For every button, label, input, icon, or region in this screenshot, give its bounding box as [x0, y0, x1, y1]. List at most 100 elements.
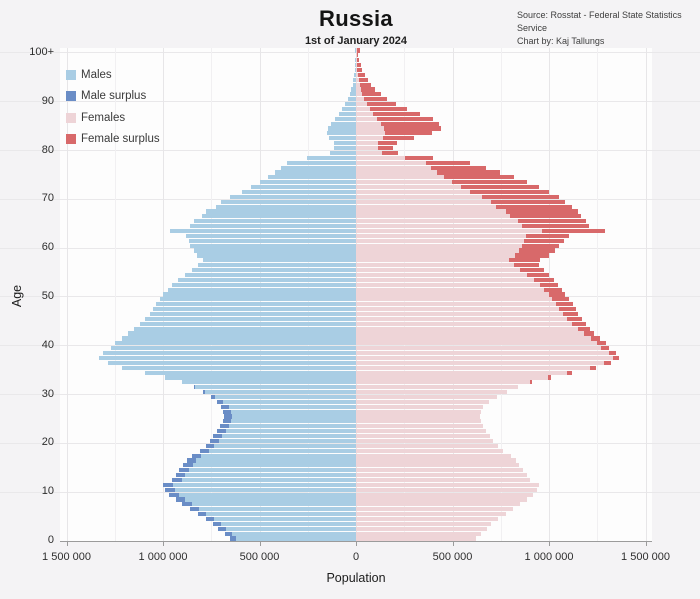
x-tick: [549, 542, 550, 546]
male-bar: [193, 219, 356, 224]
male-bar: [205, 443, 356, 448]
male-bar: [181, 380, 356, 385]
male-bar: [286, 160, 356, 165]
male-bar: [193, 385, 356, 390]
hgrid-line: [0, 150, 700, 151]
male-bar: [251, 185, 356, 190]
male-bar: [144, 316, 356, 321]
female-surplus-segment: [533, 277, 555, 282]
female-surplus-segment: [509, 258, 541, 263]
female-bar: [356, 453, 512, 458]
female-bar: [356, 404, 484, 409]
female-surplus-segment: [522, 224, 589, 229]
x-tick-label: 500 000: [239, 551, 280, 563]
source-attribution: Source: Rosstat - Federal State Statisti…: [517, 9, 697, 48]
y-tick-label: 40: [41, 338, 54, 351]
legend-item-male-surplus: Male surplus: [66, 86, 160, 108]
male-bar: [203, 390, 356, 395]
female-surplus-segment: [358, 77, 368, 82]
hgrid-line: [0, 296, 700, 298]
male-bar: [355, 58, 356, 63]
female-surplus-segment: [542, 228, 606, 234]
female-surplus-segment: [369, 106, 407, 112]
x-tick: [356, 542, 357, 546]
male-bar: [354, 67, 356, 73]
female-bar: [356, 336, 600, 341]
male-bar: [199, 448, 356, 453]
male-bar: [229, 194, 356, 199]
female-surplus-segment: [460, 185, 540, 190]
male-bar: [167, 287, 356, 292]
vgrid-line: [114, 48, 116, 541]
female-bar: [356, 365, 596, 370]
female-bar: [356, 170, 500, 175]
male-bar: [327, 126, 356, 131]
female-surplus-segment: [383, 136, 415, 141]
male-bar: [175, 473, 356, 478]
female-bar: [356, 341, 606, 346]
male-surplus-segment: [199, 448, 209, 453]
female-bar: [356, 429, 486, 434]
female-bar: [356, 399, 490, 404]
male-bar: [353, 77, 356, 82]
female-surplus-segment: [360, 87, 376, 92]
female-bar: [356, 277, 555, 282]
male-bar: [202, 258, 356, 263]
male-bar: [196, 253, 356, 258]
male-bar: [220, 404, 356, 409]
female-bar: [356, 155, 434, 160]
male-bar: [186, 233, 356, 238]
source-line: Source: Rosstat - Federal State Statisti…: [517, 10, 682, 33]
female-surplus-segment: [612, 355, 619, 361]
chart-by-line: Chart by: Kaj Tallungs: [517, 36, 605, 46]
female-surplus-segment: [378, 141, 397, 146]
male-surplus-segment: [183, 463, 193, 468]
male-bar: [215, 204, 356, 209]
y-tick-label: 100+: [29, 45, 54, 58]
female-bar: [356, 512, 506, 517]
male-surplus-segment: [171, 477, 182, 483]
male-bar: [202, 214, 356, 219]
female-bar: [356, 350, 617, 356]
female-bar: [356, 185, 540, 190]
y-tick-label: 0: [47, 534, 54, 546]
female-bar: [356, 331, 595, 336]
male-bar: [219, 424, 356, 429]
female-surplus-segment: [373, 111, 420, 116]
hgrid-line: [0, 198, 700, 200]
male-bar: [163, 292, 356, 297]
male-bar: [330, 121, 356, 126]
female-bar: [356, 224, 589, 229]
female-bar: [356, 443, 498, 448]
x-axis-line: [60, 541, 652, 542]
male-surplus-segment: [229, 536, 237, 541]
x-tick-label: 500 000: [432, 551, 473, 563]
male-bar: [153, 307, 356, 312]
male-surplus-segment: [203, 390, 206, 395]
male-surplus-segment: [213, 521, 221, 526]
vgrid-line: [645, 48, 647, 541]
female-bar: [356, 243, 559, 248]
male-surplus-segment: [216, 399, 223, 404]
female-bar: [356, 531, 481, 536]
male-bar: [107, 360, 356, 365]
male-bar: [306, 155, 356, 160]
female-surplus-segment: [364, 97, 388, 102]
female-surplus-segment: [356, 53, 359, 58]
y-axis-title: Age: [10, 284, 24, 308]
male-bar: [267, 175, 356, 180]
female-surplus-segment: [590, 336, 600, 341]
male-bar: [122, 365, 356, 370]
female-surplus-segment: [539, 282, 559, 287]
female-bar: [356, 253, 549, 258]
female-bar: [356, 477, 531, 483]
female-surplus-segment: [596, 341, 606, 346]
male-surplus-segment: [197, 512, 207, 517]
male-bar: [134, 326, 356, 331]
female-surplus-segment: [405, 155, 434, 160]
x-tick-label: 1 000 000: [138, 551, 188, 563]
female-bar: [356, 409, 481, 414]
y-tick-label: 30: [41, 387, 54, 400]
female-surplus-segment: [520, 268, 545, 273]
x-tick-label: 0: [352, 551, 360, 563]
